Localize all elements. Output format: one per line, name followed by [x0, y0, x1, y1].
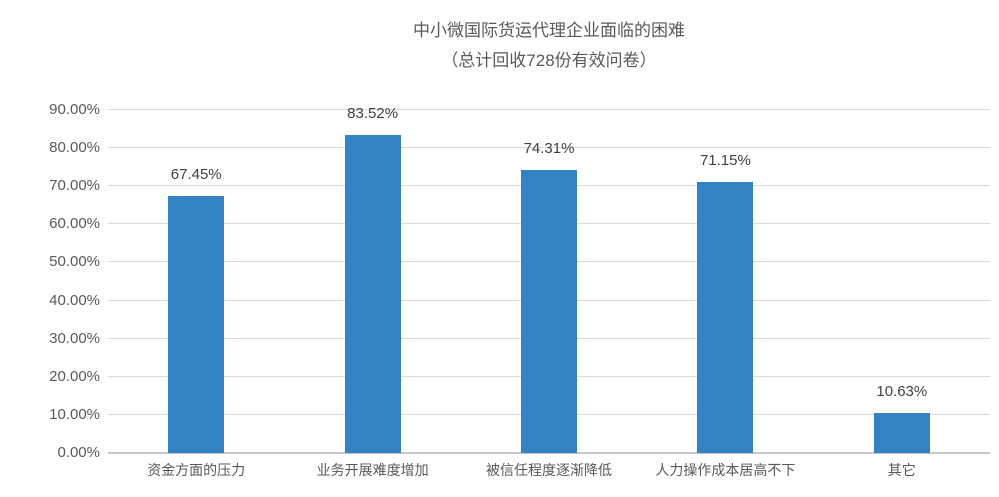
bar-5[interactable]	[873, 412, 930, 453]
category-label: 资金方面的压力	[147, 462, 246, 478]
category-label: 人力操作成本居高不下	[655, 462, 796, 478]
category-label: 被信任程度逐渐降低	[486, 462, 612, 478]
y-tick-label: 40.00%	[49, 291, 100, 309]
category-label: 业务开展难度增加	[316, 462, 429, 478]
bar-value-label: 10.63%	[876, 382, 928, 400]
y-tick-label: 60.00%	[49, 215, 100, 233]
bar-3[interactable]	[521, 169, 577, 453]
bar-1[interactable]	[168, 195, 225, 453]
y-tick-label: 50.00%	[49, 253, 100, 271]
bar-value-label: 71.15%	[699, 151, 751, 169]
chart-title-block: 中小微国际货运代理企业面临的困难 （总计回收728份有效问卷）	[108, 16, 990, 76]
y-tick-label: 80.00%	[49, 139, 100, 157]
chart-title: 中小微国际货运代理企业面临的困难	[413, 21, 685, 40]
y-tick-label: 0.00%	[57, 444, 100, 461]
bar-4[interactable]	[697, 181, 754, 453]
y-tick-label: 20.00%	[49, 367, 100, 385]
y-tick-label: 30.00%	[49, 329, 100, 347]
gridline	[108, 147, 990, 149]
category-label: 其它	[887, 462, 916, 478]
x-axis-line	[108, 452, 990, 454]
chart-subtitle: （总计回收728份有效问卷）	[441, 51, 657, 70]
gridline	[108, 109, 990, 110]
bar-value-label: 67.45%	[170, 165, 222, 183]
y-tick-label: 70.00%	[49, 177, 100, 195]
bar-value-label: 83.52%	[347, 104, 399, 122]
bar-2[interactable]	[344, 134, 401, 453]
plot-area: 67.45% 83.52% 74.31% 71.15% 10.63%	[108, 105, 990, 454]
y-tick-label: 90.00%	[49, 101, 100, 118]
y-tick-label: 10.00%	[49, 405, 100, 423]
bar-value-label: 74.31%	[523, 139, 575, 157]
